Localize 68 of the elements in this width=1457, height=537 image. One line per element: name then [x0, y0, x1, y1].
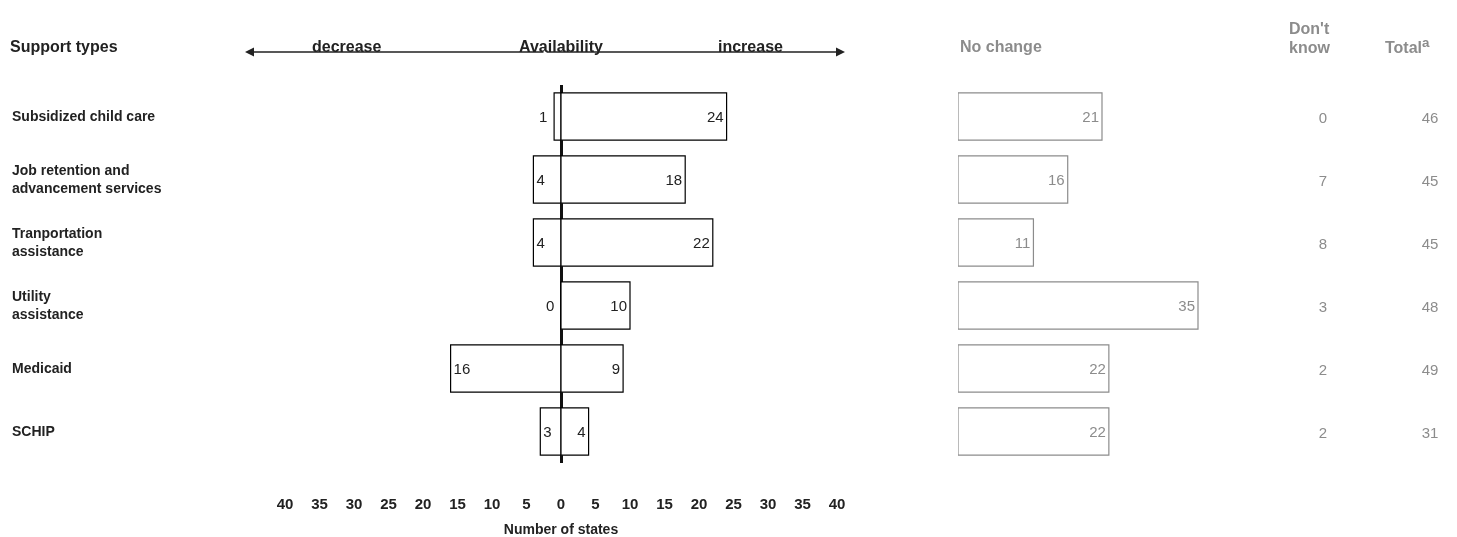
x-tick-label: 5: [591, 495, 600, 512]
x-tick-label: 25: [725, 495, 742, 512]
data-label: 48: [1421, 297, 1439, 314]
bar: [958, 344, 1110, 393]
x-tick-label: 35: [311, 495, 328, 512]
x-tick-label: 15: [449, 495, 466, 512]
data-label: 24: [706, 108, 724, 126]
data-label: 10: [610, 297, 627, 315]
data-label: 21: [1082, 108, 1099, 126]
x-tick-label: 0: [556, 495, 566, 512]
x-tick-label: 40: [276, 495, 294, 512]
data-label: 49: [1421, 360, 1439, 377]
x-tick-label: 40: [828, 495, 846, 512]
data-label: 4: [536, 171, 545, 189]
x-tick-label: 30: [345, 495, 363, 512]
x-tick-label: 20: [690, 495, 708, 512]
text: increase: [718, 38, 784, 55]
x-tick-label: 20: [414, 495, 432, 512]
data-label: 11: [1014, 234, 1031, 252]
y-tick-label: Job retention and advancement services: [12, 162, 162, 197]
y-tick-label: Subsidized child care: [12, 108, 156, 125]
data-label: 16: [453, 360, 471, 378]
x-tick-label: 10: [621, 495, 639, 512]
data-label: 4: [536, 234, 545, 252]
bar: [958, 92, 1103, 141]
data-label: 22: [1089, 423, 1106, 441]
bar: [958, 281, 1199, 330]
data-label: 22: [693, 234, 710, 252]
bar: [958, 155, 1069, 204]
y-axis-title: Support types: [10, 38, 118, 55]
bar: [958, 218, 1035, 267]
x-tick-label: 25: [380, 495, 397, 512]
x-tick-label: 15: [656, 495, 673, 512]
y-tick-label: SCHIP: [12, 423, 55, 440]
data-label: 9: [611, 360, 621, 378]
data-label: 3: [543, 423, 552, 441]
data-label: 45: [1421, 171, 1439, 188]
text: Don't know: [1289, 19, 1330, 57]
chart-title: Availability: [519, 38, 603, 55]
data-label: 31: [1421, 423, 1439, 440]
data-label: 2: [1318, 360, 1328, 377]
data-label: 22: [1089, 360, 1106, 378]
data-label: 7: [1318, 171, 1328, 188]
data-label: 0: [1318, 108, 1328, 125]
text: Total$^{a}$: [1385, 33, 1430, 57]
data-label: 0: [546, 297, 555, 314]
data-label: 45: [1421, 234, 1439, 251]
y-tick-label: Medicaid: [12, 360, 72, 377]
data-label: 4: [577, 423, 586, 441]
x-tick-label: 5: [522, 495, 531, 512]
y-tick-label: Utility assistance: [12, 288, 84, 323]
x-tick-label: 10: [483, 495, 501, 512]
x-axis-title: Number of states: [503, 521, 619, 537]
data-label: 1: [539, 108, 548, 125]
chart-title: No change: [960, 38, 1042, 55]
data-label: 46: [1421, 108, 1439, 125]
bar: [560, 281, 631, 330]
data-label: 18: [665, 171, 683, 189]
bar: [958, 407, 1110, 456]
data-label: 3: [1318, 297, 1328, 314]
data-label: 8: [1318, 234, 1328, 251]
y-tick-label: Tranportation assistance: [12, 225, 103, 260]
data-label: 2: [1318, 423, 1328, 440]
data-label: 16: [1048, 171, 1065, 189]
x-tick-label: 35: [794, 495, 811, 512]
data-label: 35: [1178, 297, 1195, 315]
text: decrease: [312, 38, 382, 55]
x-tick-label: 30: [759, 495, 777, 512]
